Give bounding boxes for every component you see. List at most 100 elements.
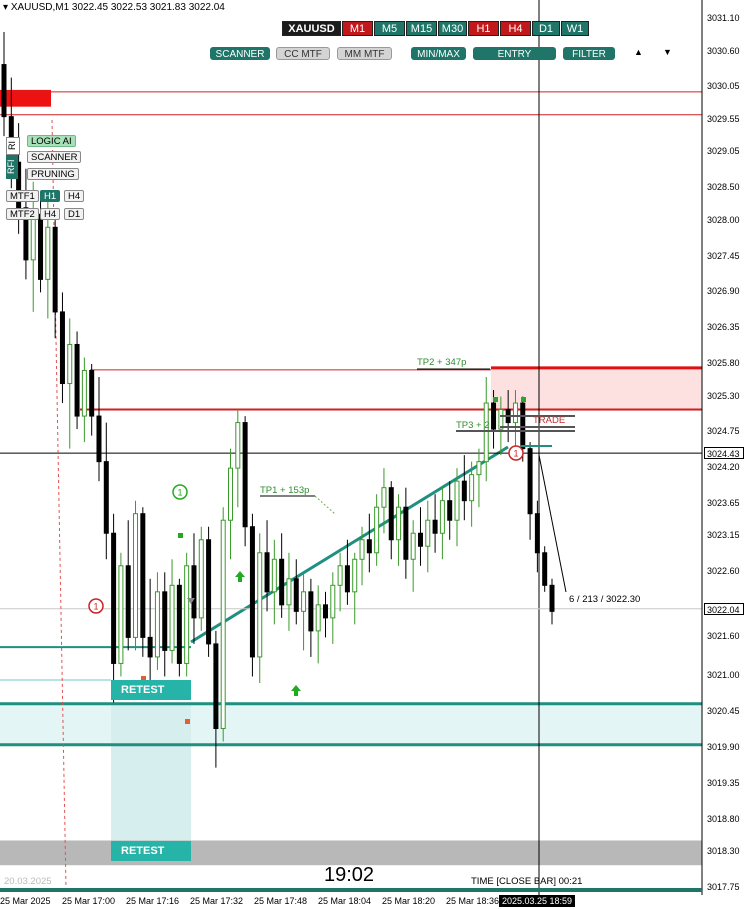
rfi-label[interactable]: RFI	[6, 155, 18, 179]
candle-body	[432, 519, 438, 534]
pruning-button[interactable]: PRUNING	[27, 168, 79, 180]
retest-column	[111, 703, 191, 866]
mtf2-d1-button[interactable]: D1	[64, 208, 85, 220]
candle-body	[74, 343, 80, 417]
trend-line	[190, 445, 509, 644]
tp2-label: TP2 + 347p	[417, 357, 467, 368]
candle-body	[337, 565, 343, 586]
candle-body	[147, 636, 153, 658]
candle-body	[81, 370, 87, 417]
bar-clock: 19:02	[324, 864, 375, 886]
entry-marker-icon	[521, 397, 526, 402]
candle-body	[67, 343, 73, 385]
candle-body	[388, 487, 394, 541]
candle-body	[461, 480, 467, 502]
price-tick-label: 3019.90	[707, 742, 740, 753]
retest-label-bottom: RETEST	[111, 841, 191, 861]
price-tick-label: 3024.20	[707, 462, 740, 473]
mtf1-button[interactable]: MTF1	[6, 190, 39, 202]
price-tick-label: 3018.30	[707, 846, 740, 857]
candle-body	[264, 552, 270, 593]
sell-signal-circle-label: 1	[93, 602, 98, 612]
red-block-zone	[0, 89, 51, 107]
price-tick-label: 3023.65	[707, 497, 740, 508]
candle-body	[498, 409, 504, 430]
time-tick-label: 25 Mar 2025	[0, 896, 51, 906]
time-tick-label: 25 Mar 17:32	[190, 896, 244, 906]
candle-body	[520, 402, 526, 450]
cc-mtf-button[interactable]: CC MTF	[276, 47, 330, 60]
price-tick-label: 3019.35	[707, 777, 740, 788]
mtf2-button[interactable]: MTF2	[6, 208, 39, 220]
scanner-button[interactable]: SCANNER	[210, 47, 270, 60]
logic-ai-button[interactable]: LOGIC AI	[27, 135, 76, 147]
price-tick-label: 3021.60	[707, 631, 740, 642]
ri-label[interactable]: RI	[6, 137, 20, 155]
entry-marker-icon	[493, 397, 498, 402]
timeframe-button-d1[interactable]: D1	[532, 21, 560, 36]
candle-body	[59, 311, 65, 385]
candle-body	[220, 519, 226, 730]
stop-marker-icon	[185, 719, 190, 724]
scroll-down-icon[interactable]: ▼	[663, 47, 672, 57]
mtf2-h4-button[interactable]: H4	[40, 208, 61, 220]
timeframe-button-h4[interactable]: H4	[500, 21, 531, 36]
price-readout: 6 / 213 / 3022.30	[569, 594, 641, 605]
time-tick-label: 25 Mar 18:36	[446, 896, 500, 906]
mtf1-h4-button[interactable]: H4	[64, 190, 85, 202]
candle-body	[330, 584, 336, 619]
price-tick-label: 3030.60	[707, 45, 740, 56]
candle-body	[103, 461, 109, 534]
candle-body	[162, 591, 168, 651]
time-tick-label: 25 Mar 17:16	[126, 896, 180, 906]
candle-body	[403, 506, 409, 560]
price-tick-label: 3029.55	[707, 113, 740, 124]
price-tick-label: 3018.80	[707, 813, 740, 824]
entry-points-button[interactable]: ENTRY POINTS	[473, 47, 556, 73]
resistance-zone	[491, 367, 702, 411]
timeframe-button-h1[interactable]: H1	[468, 21, 499, 36]
timeframe-button-m5[interactable]: M5	[374, 21, 405, 36]
candle-body	[315, 604, 321, 632]
candle-body	[352, 558, 358, 593]
candle-body	[16, 161, 22, 209]
stop-marker-icon	[141, 676, 146, 681]
candle-body	[322, 604, 328, 619]
candle-body	[133, 513, 139, 638]
candle-body	[125, 565, 131, 638]
price-tick-label: 3025.80	[707, 357, 740, 368]
timeframe-button-m30[interactable]: M30	[438, 21, 467, 36]
candle-body	[279, 558, 285, 606]
mm-mtf-button[interactable]: MM MTF	[337, 47, 392, 60]
scanner-side-button[interactable]: SCANNER	[27, 151, 82, 163]
timeframe-button-m1[interactable]: M1	[342, 21, 373, 36]
candle-body	[366, 539, 372, 554]
candle-body	[308, 591, 314, 632]
bottom-zone	[0, 840, 702, 866]
candle-body	[549, 584, 555, 612]
candle-body	[169, 584, 175, 651]
candle-body	[286, 578, 292, 606]
candle-body	[118, 565, 124, 664]
candle-body	[45, 226, 51, 280]
filter-button[interactable]: FILTER	[563, 47, 615, 60]
time-tick-label: 25 Mar 18:20	[382, 896, 436, 906]
timeframe-button-m15[interactable]: M15	[406, 21, 437, 36]
candle-body	[491, 402, 497, 430]
timeframe-button-w1[interactable]: W1	[561, 21, 589, 36]
scroll-up-icon[interactable]: ▲	[634, 47, 643, 57]
min-max-button[interactable]: MIN/MAX	[411, 47, 466, 60]
price-tick-label: 3017.75	[707, 882, 740, 892]
time-tick-label: 25 Mar 17:00	[62, 896, 116, 906]
collapse-triangle-icon[interactable]: ▾	[3, 2, 9, 13]
ohlc-readout: XAUUSD,M1 3022.45 3022.53 3021.83 3022.0…	[10, 2, 225, 13]
candle-body	[89, 370, 95, 417]
close-bar-timer: TIME [CLOSE BAR] 00:21	[471, 876, 583, 887]
candle-body	[198, 539, 204, 619]
mtf1-h1-button[interactable]: H1	[40, 190, 61, 202]
candle-body	[410, 532, 416, 560]
faded-date: 20.03.2025	[4, 876, 52, 887]
candle-body	[52, 226, 58, 313]
symbol-badge[interactable]: XAUUSD	[282, 21, 341, 36]
